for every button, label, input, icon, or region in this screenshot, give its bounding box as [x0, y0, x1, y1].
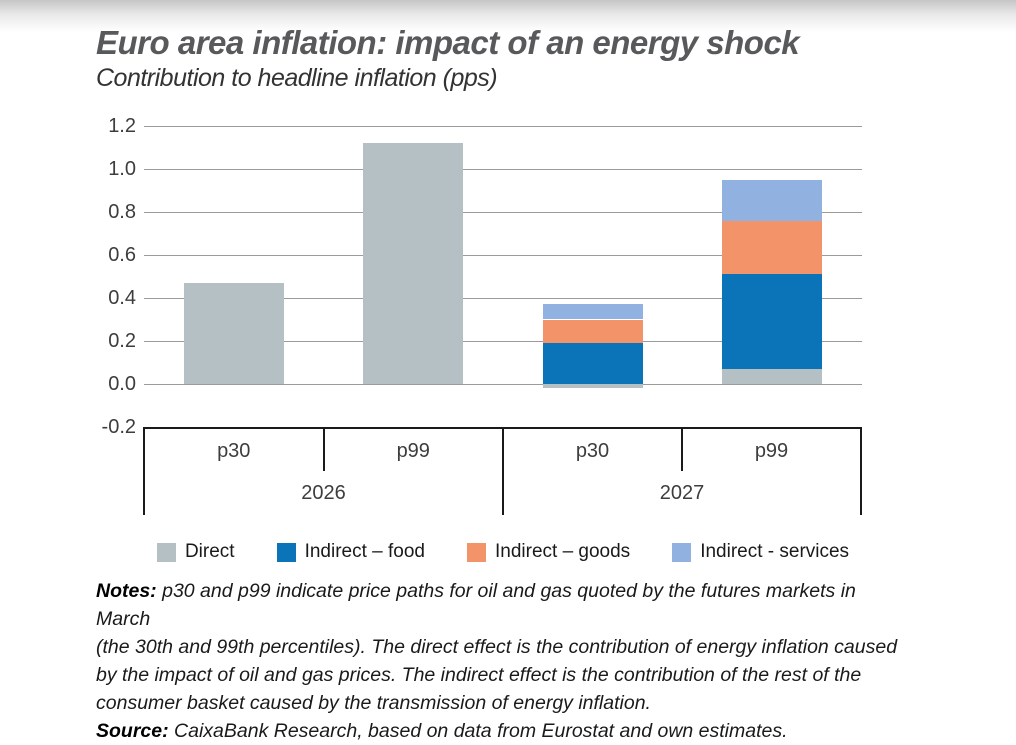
source-line: Source: CaixaBank Research, based on dat…: [96, 717, 906, 745]
legend-item: Indirect – food: [276, 541, 425, 563]
gridline: [144, 255, 862, 256]
notes-line: consumer basket caused by the transmissi…: [96, 692, 651, 714]
legend-item: Indirect - services: [672, 541, 849, 563]
bar-segment: [542, 343, 643, 384]
chart-subtitle: Contribution to headline inflation (pps): [96, 64, 498, 92]
chart-title: Euro area inflation: impact of an energy…: [96, 24, 800, 61]
legend-label: Indirect – goods: [494, 541, 631, 562]
bar-segment: [542, 384, 643, 389]
page-edge-shadow: [0, 0, 1016, 32]
y-axis-tick-label: 0.2: [108, 330, 136, 352]
gridline: [144, 126, 862, 127]
axis-tick-minor: [322, 427, 325, 471]
plot-area: 1.2 1.0 0.8 0.6 0.4 0.2 0.0 -0.2 p30 p99 p30 p99 202…: [101, 115, 862, 515]
gridline: [144, 341, 862, 342]
legend-swatch-icon: [466, 542, 486, 562]
axis-tick-major: [143, 427, 145, 515]
bar-segment: [721, 368, 822, 384]
bar-segment: [183, 282, 284, 384]
legend-swatch-icon: [156, 542, 176, 562]
y-axis-tick-label: 0.0: [108, 373, 136, 395]
gridline: [144, 298, 862, 299]
bar-segment: [721, 220, 822, 275]
source-label: Source:: [96, 720, 169, 742]
y-axis-tick-label: 1.2: [108, 115, 136, 137]
bar-segment: [721, 274, 822, 369]
bar-segment: [542, 319, 643, 344]
x-axis-category-label: p30: [217, 440, 251, 462]
x-axis-group-label: 2027: [659, 482, 705, 504]
y-axis-tick-label: -0.2: [101, 416, 136, 438]
x-axis-category-label: p99: [754, 440, 789, 462]
legend-label: Direct: [184, 541, 235, 562]
bar-segment: [542, 304, 643, 320]
y-axis-tick-label: 0.4: [108, 287, 136, 309]
legend-label: Indirect - services: [700, 541, 850, 562]
legend-swatch-icon: [672, 542, 692, 562]
axis-tick-minor: [681, 427, 683, 471]
bar-segment: [721, 179, 822, 221]
notes-line: Notes: p30 and p99 indicate price paths …: [96, 577, 906, 633]
notes-line: by the impact of oil and gas prices. The…: [96, 664, 862, 686]
y-axis-tick-label: 1.0: [108, 158, 136, 180]
source-text: CaixaBank Research, based on data from E…: [174, 720, 788, 742]
notes-text: p30 and p99 indicate price paths for oil…: [96, 580, 856, 630]
bar-segment: [363, 143, 464, 384]
legend-swatch-icon: [276, 542, 296, 562]
legend-item: Indirect – goods: [466, 541, 631, 563]
y-axis-tick-label: 0.6: [108, 244, 136, 266]
notes-block: Notes: p30 and p99 indicate price paths …: [96, 577, 906, 745]
notes-line: (the 30th and 99th percentiles). The dir…: [96, 636, 898, 658]
x-axis-category-label: p99: [396, 440, 430, 462]
notes-label: Notes:: [96, 580, 157, 602]
legend: Direct Indirect – food Indirect – goods Ind…: [144, 541, 862, 563]
legend-item: Direct: [156, 541, 235, 563]
gridline: [144, 212, 862, 213]
legend-label: Indirect – food: [304, 541, 425, 562]
x-axis-category-label: p30: [575, 440, 610, 462]
x-axis-group-label: 2026: [301, 482, 346, 504]
gridline: [144, 169, 862, 170]
y-axis-tick-label: 0.8: [108, 201, 136, 223]
axis-tick-major: [860, 427, 862, 515]
axis-tick-major: [502, 427, 504, 515]
gridline: [144, 384, 862, 385]
